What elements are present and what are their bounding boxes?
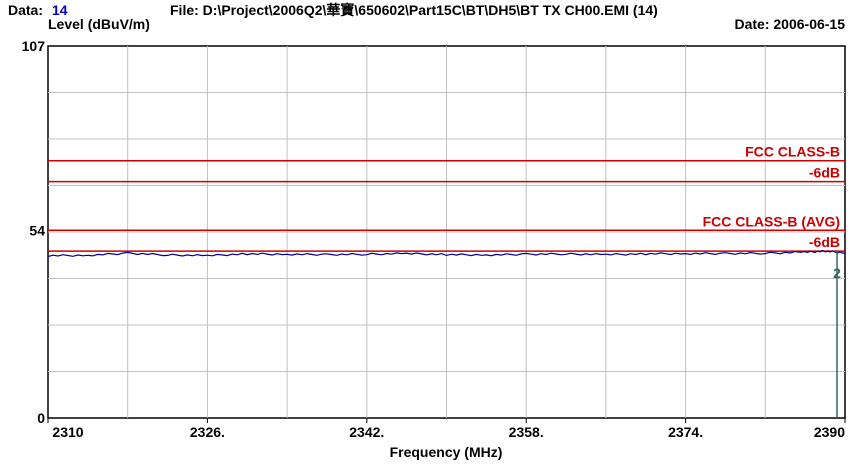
x-tick-label: 2358. [509,424,544,440]
y-tick-label: 107 [22,38,46,54]
marker-label: 2 [833,265,841,281]
limit-lines: FCC CLASS-B -6dB FCC CLASS-B (AVG) -6dB [48,144,845,252]
y-axis-label: Level (dBuV/m) [48,16,150,32]
x-tick-labels: 2310 2326. 2342. 2358. 2374. 2390 [47,418,846,440]
limit-label: -6dB [809,165,840,181]
limit-label: FCC CLASS-B (AVG) [703,213,840,229]
limit-label: -6dB [809,234,840,250]
traces [47,249,846,258]
markers: 2 [833,251,841,418]
y-tick-label: 54 [29,222,45,238]
data-value: 14 [52,2,68,18]
limit-label: FCC CLASS-B [745,144,840,160]
y-tick-label: 0 [37,410,45,426]
trace-line [47,249,846,258]
x-axis-label: Frequency (MHz) [390,444,503,460]
data-label: Data: [8,2,43,18]
x-tick-label: 2310 [52,424,83,440]
file-path: File: D:\Project\2006Q2\華寶\650602\Part15… [170,2,658,18]
x-tick-label: 2342. [349,424,384,440]
y-tick-labels: 0 54 107 [22,38,46,426]
x-tick-label: 2390 [814,424,845,440]
x-tick-label: 2326. [190,424,225,440]
grid [48,46,845,418]
x-tick-label: 2374. [668,424,703,440]
date-text: Date: 2006-06-15 [734,16,845,32]
